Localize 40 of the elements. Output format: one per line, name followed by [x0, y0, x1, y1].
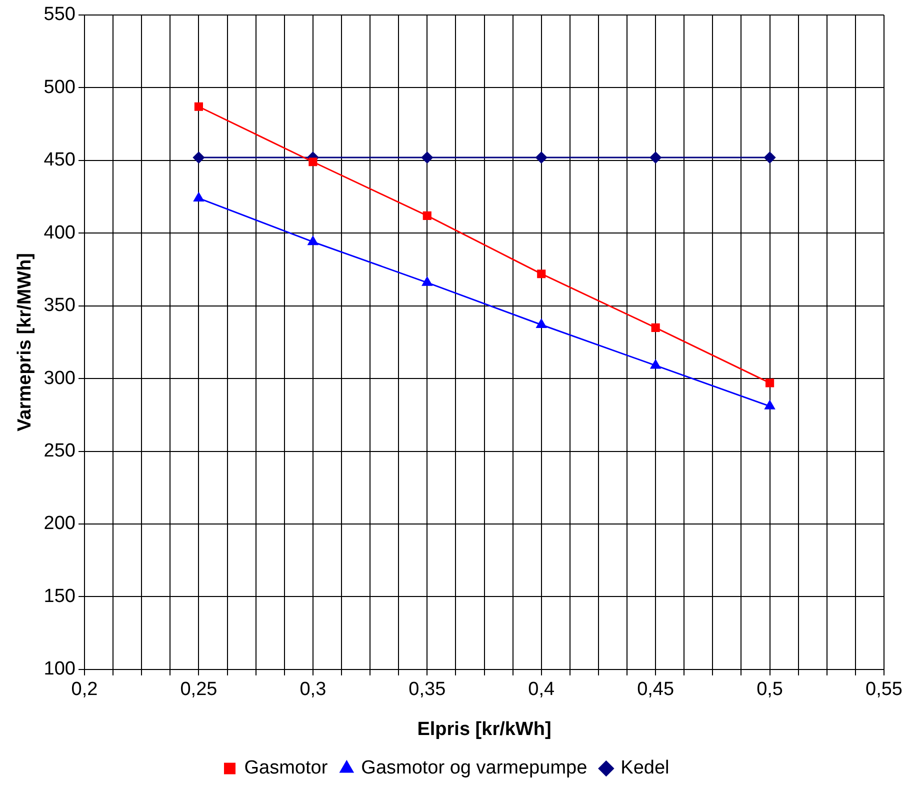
y-tick-label: 500	[44, 76, 76, 98]
point	[308, 158, 318, 166]
y-tick-label: 400	[44, 222, 76, 244]
point	[764, 400, 775, 410]
point	[764, 152, 776, 164]
x-tick-label: 0,3	[300, 679, 326, 700]
point	[422, 211, 432, 220]
point	[537, 270, 546, 278]
point	[536, 152, 548, 164]
x-tick-label: 0,5	[756, 679, 783, 700]
y-tick-label: 300	[44, 368, 76, 389]
y-axis-title: Varmepris [kr/MWh]	[14, 252, 36, 432]
y-tick-label: 350	[44, 295, 76, 316]
point	[536, 319, 546, 328]
x-axis-title: Elpris [kr/kWh]	[417, 718, 552, 740]
point	[650, 152, 662, 164]
point	[422, 276, 432, 286]
y-tick-label: 100	[44, 658, 76, 680]
point	[650, 360, 661, 369]
x-tick-label: 0,4	[528, 679, 555, 700]
point	[194, 192, 204, 202]
y-tick-label: 250	[44, 440, 76, 462]
point	[421, 152, 433, 164]
x-tick-label: 0,25	[180, 679, 218, 700]
x-tick-label: 0,45	[637, 679, 674, 700]
x-tick-label: 0,55	[866, 679, 902, 700]
x-tick-label: 0,2	[71, 679, 98, 700]
y-tick-label: 200	[44, 513, 76, 534]
legend-label: Gasmotor og varmepumpe	[361, 758, 588, 779]
legend-label: Gasmotor	[244, 758, 328, 779]
point	[308, 236, 318, 246]
point	[194, 102, 203, 111]
point	[766, 378, 774, 388]
point	[192, 152, 204, 164]
legend-label: Kedel	[620, 758, 670, 779]
y-tick-label: 450	[44, 150, 76, 171]
point	[651, 323, 660, 332]
y-tick-label: 150	[44, 586, 76, 607]
x-tick-label: 0,35	[408, 679, 446, 700]
y-tick-label: 550	[44, 4, 76, 26]
